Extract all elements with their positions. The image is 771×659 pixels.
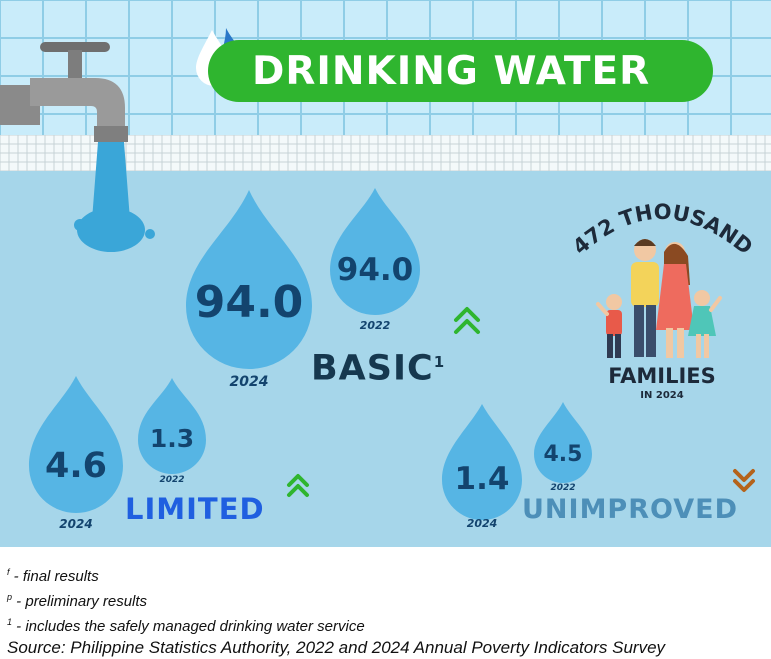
page-title: DRINKING WATER [252, 49, 651, 94]
category-label-basic: BASIC1 [311, 348, 446, 389]
double-chevron-up-icon [287, 474, 309, 497]
double-chevron-down-icon [733, 469, 755, 492]
drop-unimproved-2024 [442, 404, 522, 520]
double-chevron-up-icon [454, 307, 480, 334]
footnote-preliminary: p - preliminary results [7, 592, 148, 610]
footnote-basic-definition: 1 - includes the safely managed drinking… [7, 617, 365, 635]
drop-basic-2022 [330, 188, 420, 315]
unimproved-2024-value: 1.4 [454, 461, 510, 497]
families-sub: IN 2024 [640, 390, 684, 401]
poster-background: 472 THOUSAND [0, 0, 771, 547]
unimproved-2024-year: 2024 [466, 517, 498, 530]
basic-2024-value: 94.0 [194, 277, 304, 328]
footnote-final: f - final results [7, 567, 99, 585]
category-label-unimproved: UNIMPROVED [522, 494, 738, 525]
limited-2022-year: 2022 [159, 475, 185, 485]
source-note: Source: Philippine Statistics Authority,… [7, 638, 666, 657]
limited-2024-year: 2024 [59, 517, 93, 531]
drop-basic-2024 [186, 190, 312, 369]
limited-2024-value: 4.6 [44, 446, 107, 486]
unimproved-2022-year: 2022 [550, 483, 576, 493]
basic-2024-year: 2024 [229, 374, 269, 390]
footnotes: f - final results p - preliminary result… [7, 562, 767, 659]
basic-2022-year: 2022 [359, 319, 391, 332]
family-illustration [596, 239, 722, 358]
category-label-limited: LIMITED [125, 492, 265, 526]
limited-2022-value: 1.3 [149, 424, 195, 453]
drop-unimproved-2022 [534, 402, 592, 483]
basic-2022-value: 94.0 [336, 252, 414, 288]
faucet-icon [0, 42, 155, 252]
families-label: FAMILIES [608, 364, 716, 388]
drop-limited-2022 [138, 378, 206, 474]
title-banner [208, 40, 713, 102]
unimproved-2022-value: 4.5 [543, 442, 583, 467]
drop-limited-2024 [29, 376, 123, 513]
basic-footnote-marker: 1 [433, 353, 446, 371]
infographic-poster: 472 THOUSAND DRINKING WATER 94.0 2024 94… [0, 0, 771, 547]
